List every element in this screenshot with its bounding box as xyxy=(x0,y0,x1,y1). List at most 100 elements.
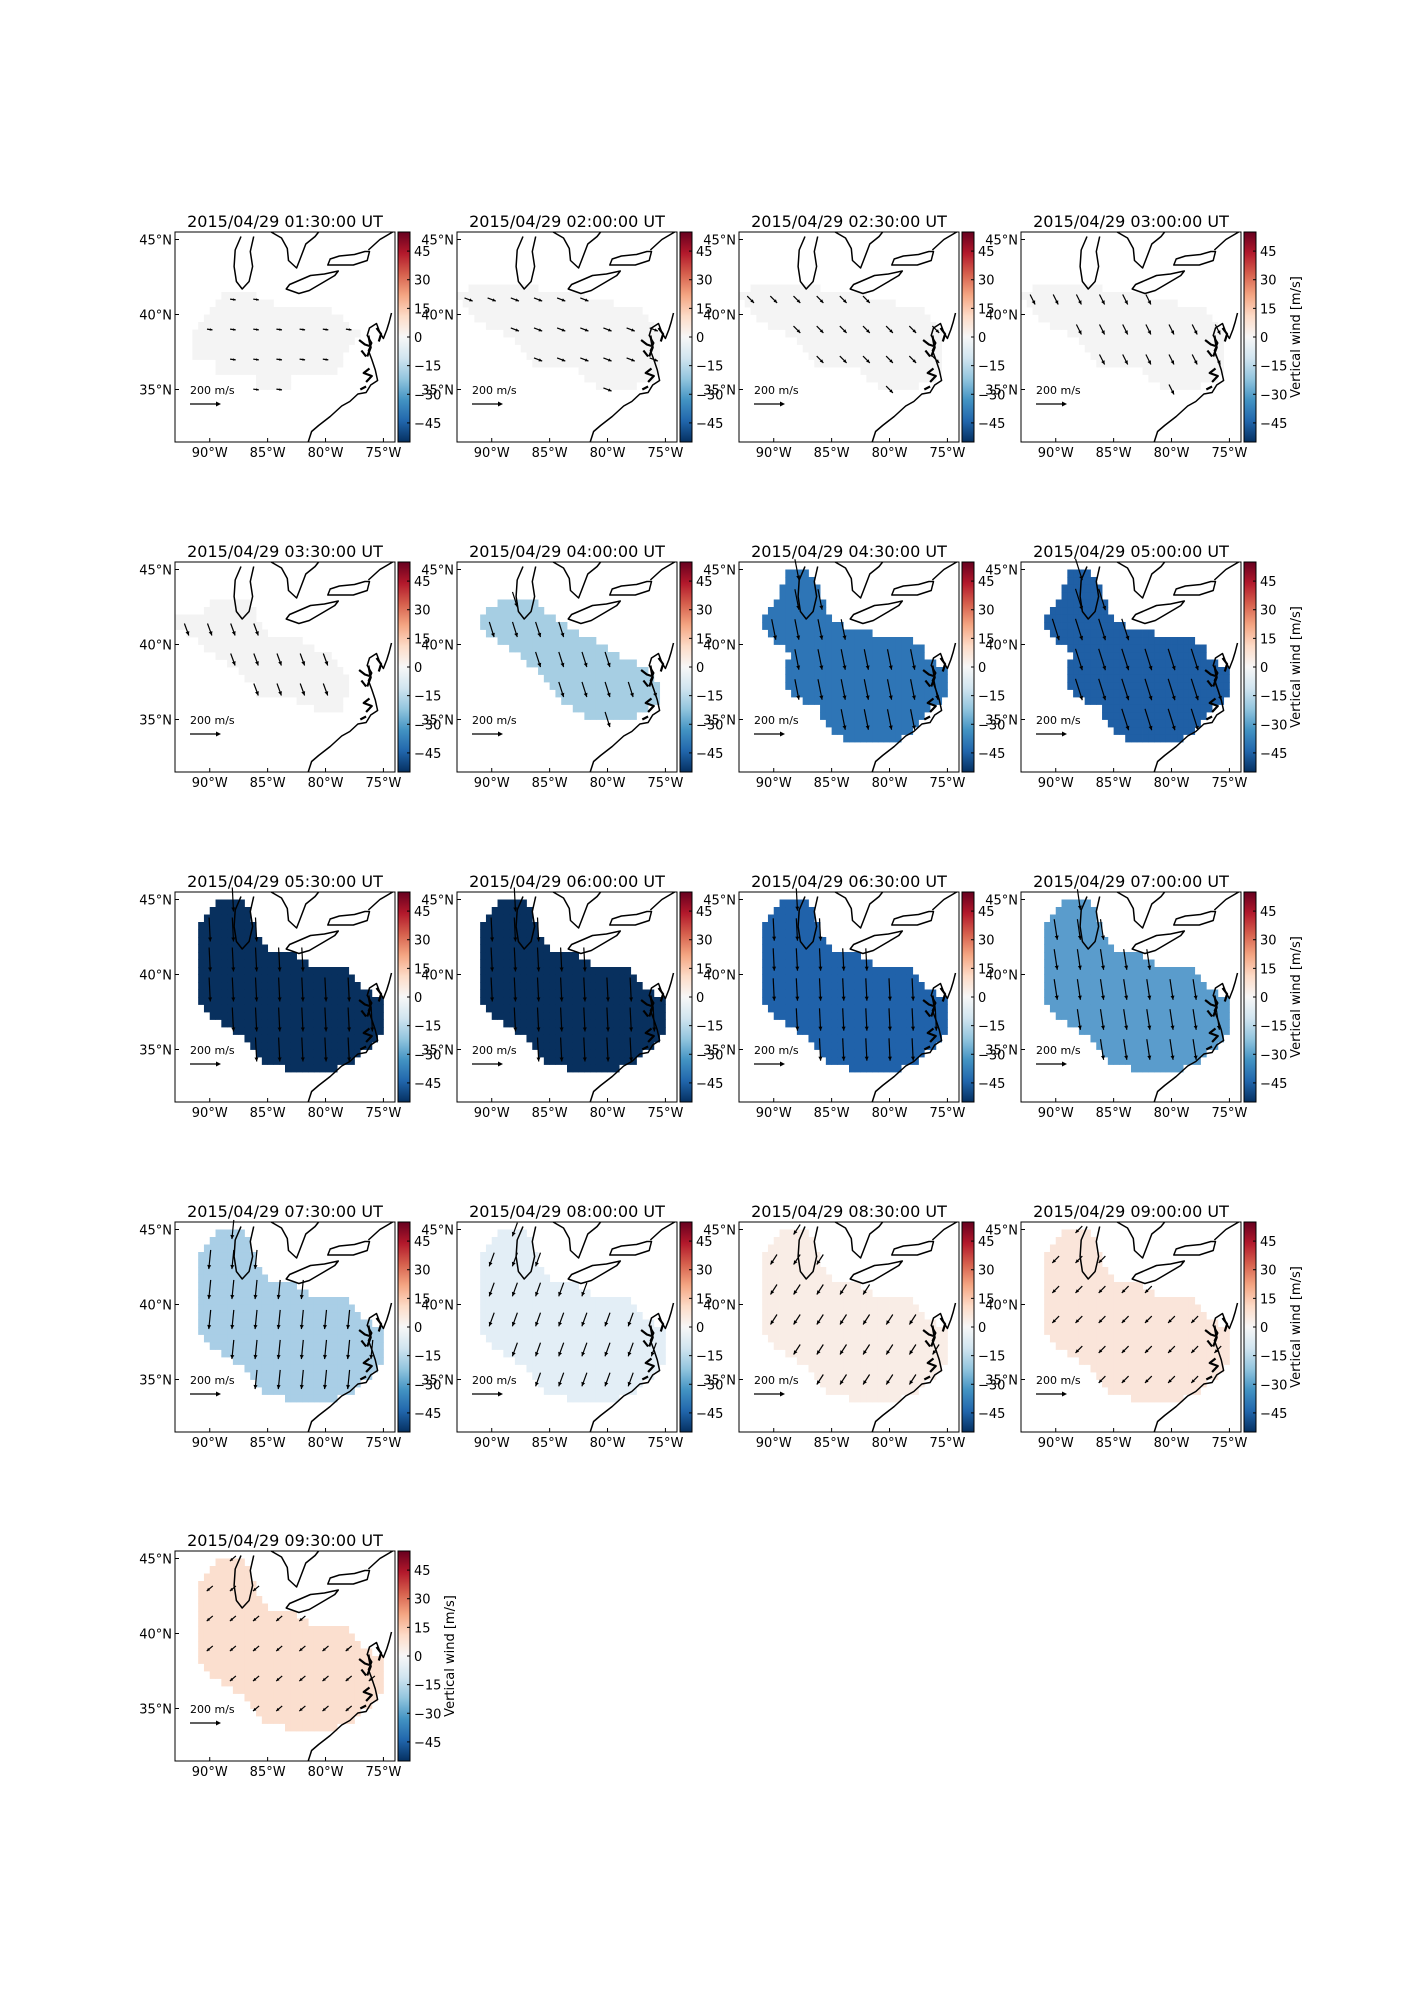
wind-arrow-head xyxy=(772,966,777,971)
wind-arrow-head xyxy=(323,1057,328,1062)
region-cell xyxy=(883,367,890,375)
region-cell xyxy=(1165,367,1172,375)
chesapeake-bay xyxy=(922,339,934,348)
region-cell xyxy=(849,734,856,743)
region-cell xyxy=(543,1004,551,1013)
region-cell xyxy=(1136,652,1143,660)
region-cell xyxy=(791,629,798,638)
region-cell xyxy=(1223,689,1230,698)
region-cell xyxy=(227,607,234,615)
region-cell xyxy=(532,307,539,315)
region-cell xyxy=(319,689,326,698)
region-cell xyxy=(462,299,469,308)
region-cell xyxy=(767,607,775,615)
wind-arrow-head xyxy=(584,358,589,362)
region-cell xyxy=(555,637,562,645)
lat-tick-label: 45°N xyxy=(421,564,454,579)
region-cell xyxy=(624,689,632,698)
region-cell xyxy=(802,674,809,683)
region-cell xyxy=(1142,689,1149,698)
region-cell xyxy=(872,697,879,705)
region-cell xyxy=(572,352,579,360)
region-cell xyxy=(331,367,338,375)
region-cell xyxy=(256,374,263,383)
region-cell xyxy=(238,607,245,615)
region-cell xyxy=(480,614,487,623)
region-cell xyxy=(624,674,632,683)
region-cell xyxy=(1055,929,1062,938)
region-cell xyxy=(854,1034,861,1043)
region-cell xyxy=(221,929,228,938)
lat-tick-label: 40°N xyxy=(139,969,172,984)
region-cell xyxy=(906,1019,914,1028)
region-cell xyxy=(831,967,838,975)
region-cell xyxy=(1055,1012,1062,1020)
region-cell xyxy=(1073,959,1080,968)
region-cell xyxy=(285,1019,292,1028)
region-cell xyxy=(1073,644,1080,653)
region-cell xyxy=(607,997,614,1005)
region-cell xyxy=(831,689,838,698)
region-cell xyxy=(814,329,821,338)
region-cell xyxy=(578,292,585,300)
region-cell xyxy=(837,352,844,360)
region-cell xyxy=(590,674,597,683)
region-cell xyxy=(227,899,234,908)
region-cell xyxy=(514,614,522,623)
region-cell xyxy=(808,1004,815,1013)
region-cell xyxy=(1073,599,1080,608)
region-cell xyxy=(584,689,591,698)
region-cell xyxy=(912,697,919,705)
region-cell xyxy=(1154,367,1161,375)
region-cell xyxy=(613,704,620,713)
region-cell xyxy=(872,974,879,983)
region-cell xyxy=(526,929,533,938)
region-cell xyxy=(1125,674,1132,683)
region-cell xyxy=(837,1042,844,1050)
lat-tick-label: 35°N xyxy=(985,384,1018,399)
region-cell xyxy=(1096,322,1103,330)
region-cell xyxy=(1061,922,1068,930)
region-cell xyxy=(244,1019,251,1028)
region-cell xyxy=(296,1027,303,1035)
region-cell xyxy=(215,322,222,330)
region-cell xyxy=(1183,689,1190,698)
region-cell xyxy=(808,929,815,938)
lon-tick-label: 80°W xyxy=(308,446,344,461)
wind-vectors xyxy=(464,297,659,392)
region-cell xyxy=(308,359,315,368)
region-cell xyxy=(802,922,809,930)
region-cell xyxy=(785,629,792,638)
region-cell xyxy=(779,284,786,293)
region-cell xyxy=(296,322,303,330)
region-cell xyxy=(578,704,585,713)
region-cell xyxy=(227,359,234,368)
region-cell xyxy=(1061,959,1068,968)
region-cell xyxy=(1165,719,1172,728)
coastlines xyxy=(233,561,394,773)
lat-tick-label: 40°N xyxy=(421,639,454,654)
wind-arrow-head xyxy=(537,662,542,668)
region-cell xyxy=(209,1004,216,1013)
chesapeake-bay xyxy=(366,335,372,357)
region-cell xyxy=(601,307,608,315)
region-cell xyxy=(601,1064,608,1073)
region-cell xyxy=(808,914,815,923)
chesapeake-bay xyxy=(1212,335,1218,357)
region-cell xyxy=(756,299,763,308)
region-cell xyxy=(491,952,498,960)
region-cell xyxy=(567,352,574,360)
region-cell xyxy=(1107,644,1115,653)
region-cell xyxy=(215,652,222,660)
region-cell xyxy=(1102,989,1109,998)
region-cell xyxy=(572,299,579,308)
wind-arrow-head xyxy=(842,635,847,640)
region-cell xyxy=(584,697,591,705)
region-cell xyxy=(514,907,522,915)
wind-arrow-head xyxy=(583,692,588,698)
region-cell xyxy=(785,622,792,630)
region-cell xyxy=(526,952,533,960)
wind-arrow-head xyxy=(559,1027,564,1032)
region-cell xyxy=(1113,322,1120,330)
